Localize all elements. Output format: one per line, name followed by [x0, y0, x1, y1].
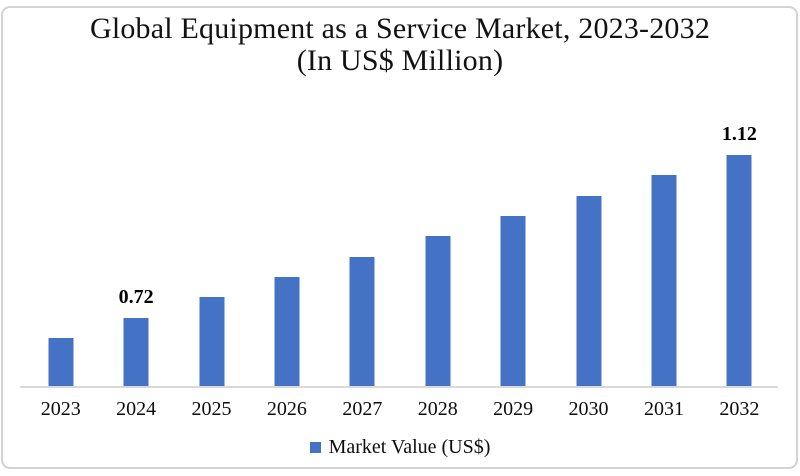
x-label-2031: 2031	[643, 398, 684, 420]
data-label-2032: 1.12	[721, 123, 757, 145]
legend-marker-icon	[309, 441, 321, 453]
x-axis-labels: 2023 2024 2025 2026 2027 2028 2029 2030 2031 2032	[23, 398, 777, 420]
x-label-2032: 2032	[719, 398, 760, 420]
x-label-2025: 2025	[191, 398, 232, 420]
bar-cell-2026	[249, 102, 324, 387]
bar-2030	[576, 196, 602, 387]
bar-cell-2031	[626, 102, 701, 387]
data-label-2024: 0.72	[118, 286, 154, 308]
bar-2023	[48, 338, 74, 387]
bar-cell-2024: 0.72	[98, 102, 173, 387]
bar-cell-2032: 1.12	[702, 102, 777, 387]
bar-cell-2029	[475, 102, 550, 387]
bar-2031	[651, 175, 677, 387]
chart-title-line1: Global Equipment as a Service Market, 20…	[89, 12, 711, 45]
bar-2027	[349, 257, 375, 387]
bar-cell-2027	[325, 102, 400, 387]
x-label-2027: 2027	[342, 398, 383, 420]
x-label-2029: 2029	[493, 398, 534, 420]
chart-title-line2: (In US$ Million)	[296, 44, 504, 77]
legend-label: Market Value (US$)	[328, 436, 491, 458]
bar-2025	[199, 297, 225, 387]
bar-2032	[726, 155, 752, 387]
bar-cell-2025	[174, 102, 249, 387]
bar-cell-2023	[23, 102, 98, 387]
legend: Market Value (US$)	[0, 436, 800, 458]
x-label-2030: 2030	[568, 398, 609, 420]
chart-title: Global Equipment as a Service Market, 20…	[0, 13, 800, 77]
bar-2026	[274, 277, 300, 387]
bar-cell-2028	[400, 102, 475, 387]
bar-2024	[123, 318, 149, 387]
x-label-2023: 2023	[40, 398, 81, 420]
x-label-2026: 2026	[266, 398, 307, 420]
plot-area: 0.72 1.12	[23, 102, 777, 387]
bar-2029	[500, 216, 526, 387]
x-axis-line	[20, 386, 778, 388]
bar-2028	[425, 236, 451, 387]
bar-cell-2030	[551, 102, 626, 387]
x-label-2024: 2024	[116, 398, 157, 420]
x-label-2028: 2028	[417, 398, 458, 420]
